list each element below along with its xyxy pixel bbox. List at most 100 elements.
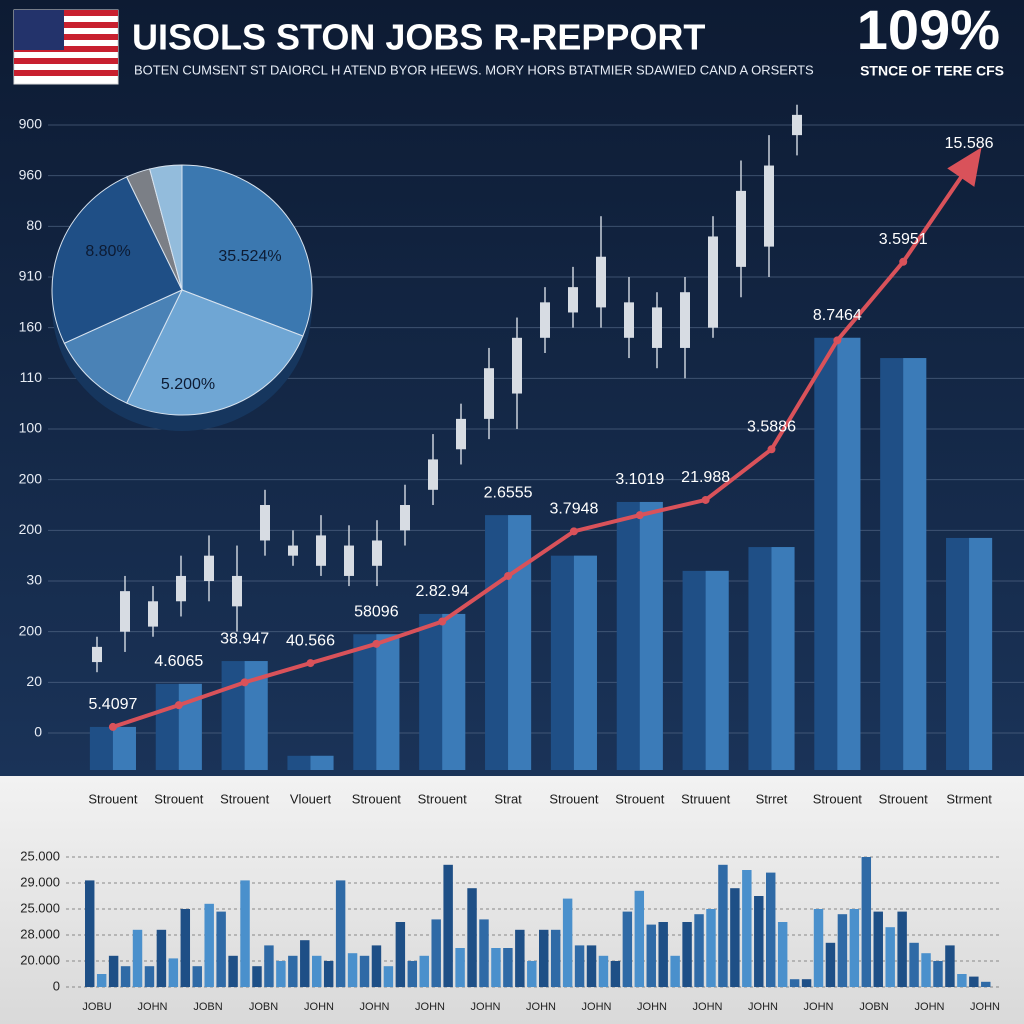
pie-slice <box>63 288 184 404</box>
x-tick-label: JOBN <box>193 1001 222 1013</box>
bar <box>491 948 501 987</box>
bar <box>335 880 346 987</box>
bar <box>933 961 943 987</box>
bar-highlight <box>969 537 993 770</box>
bar-annotation: 15.586 <box>945 135 994 152</box>
bar-annotation: 3.7948 <box>549 501 598 518</box>
x-tick-label: JOHN <box>693 1001 723 1013</box>
y-tick-label: 25.000 <box>20 848 60 863</box>
x-tick-label: JOHN <box>748 1001 778 1013</box>
bar-annotation: 3.5951 <box>879 231 928 248</box>
candle-body <box>120 591 130 632</box>
bar <box>777 922 788 987</box>
x-tick-label: Strat <box>494 791 522 806</box>
bar <box>144 966 155 987</box>
bar <box>216 911 226 987</box>
x-tick-label: JOBN <box>249 1001 278 1013</box>
bar-highlight <box>112 726 136 770</box>
trend-point <box>701 495 710 504</box>
bar <box>192 966 202 987</box>
bar <box>431 919 441 987</box>
x-tick-label: JOHN <box>138 1001 168 1013</box>
bar-highlight <box>178 683 202 770</box>
x-tick-label: Vlouert <box>290 791 332 806</box>
x-tick-label: Strouent <box>418 791 468 806</box>
y-tick-label: 200 <box>19 521 43 537</box>
bar <box>383 966 394 987</box>
candle-body <box>148 601 158 627</box>
trend-point <box>372 639 381 648</box>
x-tick-label: Struuent <box>681 791 731 806</box>
pie-slice <box>181 164 313 337</box>
bar <box>120 966 131 987</box>
x-tick-label: Strouent <box>352 791 402 806</box>
y-tick-label: 0 <box>53 978 60 993</box>
bar <box>371 945 382 987</box>
bar-annotation: 2.6555 <box>484 484 533 501</box>
bar <box>957 974 967 987</box>
bar <box>586 945 597 987</box>
bar <box>730 888 740 987</box>
bar <box>742 870 752 987</box>
bar-annotation: 21.988 <box>681 469 730 486</box>
candle-body <box>176 575 186 602</box>
bar <box>945 945 955 987</box>
bar <box>694 914 704 987</box>
bar-annotation: 2.82.94 <box>416 583 469 600</box>
bar-highlight <box>705 570 729 770</box>
y-tick-label: 20.000 <box>20 952 60 967</box>
bar-highlight <box>310 755 334 770</box>
pie-slice <box>149 164 183 291</box>
bar <box>323 961 334 987</box>
bar <box>574 945 585 987</box>
bar <box>622 911 633 987</box>
y-tick-label: 200 <box>19 622 43 638</box>
bar-highlight <box>771 547 795 770</box>
bar <box>801 979 812 987</box>
candle-body <box>512 337 522 394</box>
bar-highlight <box>639 501 663 770</box>
y-tick-label: 25.000 <box>20 900 60 915</box>
bar <box>646 924 656 987</box>
bar <box>479 919 489 987</box>
candle-body <box>92 646 102 663</box>
bar <box>861 857 872 987</box>
y-tick-label: 160 <box>19 318 43 334</box>
bar <box>885 927 895 987</box>
trend-point <box>899 257 908 266</box>
bar-annotation: 3.5886 <box>747 418 796 435</box>
bar <box>252 966 262 987</box>
trend-point <box>504 571 513 580</box>
bar <box>921 953 931 987</box>
y-tick-label: 0 <box>34 724 42 740</box>
title: UISOLS STON JOBS R-REPPORT <box>132 17 705 58</box>
trend-line <box>112 164 971 729</box>
x-tick-label: JOHN <box>526 1001 556 1013</box>
bar <box>467 888 477 987</box>
bar <box>873 911 883 987</box>
x-tick-label: JOHN <box>970 1001 1000 1013</box>
candle-body <box>596 256 606 308</box>
candle-body <box>316 535 326 566</box>
bar <box>132 929 143 987</box>
trend-point <box>438 617 447 626</box>
bar <box>610 961 621 987</box>
bar <box>813 909 824 987</box>
bar-annotation: 3.1019 <box>615 471 664 488</box>
x-tick-label: Strouent <box>220 791 270 806</box>
pie-annotation: 35.524% <box>218 248 281 265</box>
bar <box>96 974 107 987</box>
bar <box>515 929 525 987</box>
bar <box>981 981 991 987</box>
bar <box>288 955 298 987</box>
bar-highlight <box>508 515 532 770</box>
bar <box>443 864 453 987</box>
x-tick-label: Strment <box>946 791 992 806</box>
trend-point <box>833 336 842 345</box>
bar-highlight <box>903 358 927 770</box>
candle-body <box>764 165 774 247</box>
bar <box>897 911 907 987</box>
bar <box>598 955 609 987</box>
big-caption: STNCE OF TERE CFS <box>860 63 1004 79</box>
bar <box>108 955 119 987</box>
